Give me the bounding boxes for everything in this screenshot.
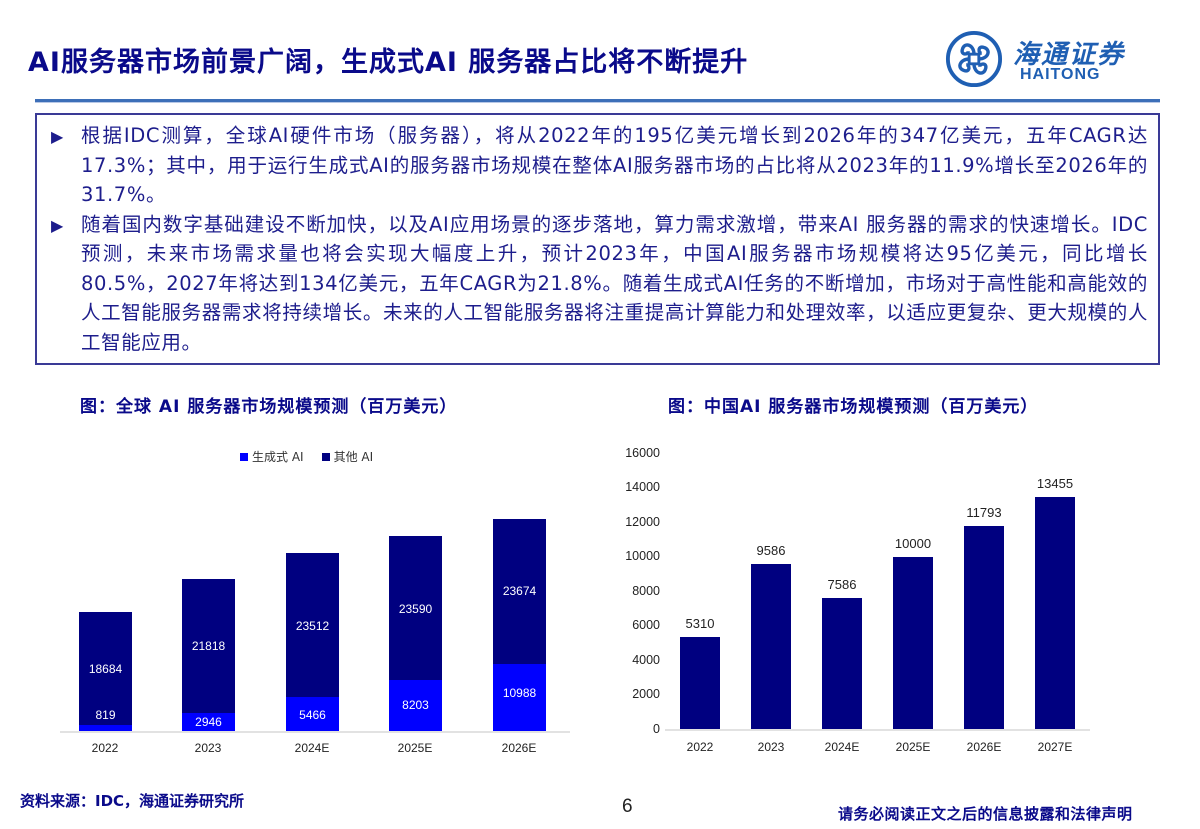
y-tick-label: 2000 xyxy=(632,687,660,701)
x-axis-line xyxy=(60,731,570,733)
value-label-other: 23674 xyxy=(502,584,537,598)
value-label-other: 23590 xyxy=(398,602,433,616)
y-tick-label: 8000 xyxy=(632,584,660,598)
bar-2022 xyxy=(680,637,720,729)
global-chart-title: 图：全球 AI 服务器市场规模预测（百万美元） xyxy=(80,397,458,417)
bar-2025E: 23590 8203 xyxy=(389,536,442,731)
x-tick-label: 2025E xyxy=(397,741,433,755)
value-label-gen: 819 xyxy=(95,708,116,722)
x-tick-label: 2024E xyxy=(294,741,330,755)
x-tick-label: 2026E xyxy=(966,740,1002,754)
bar-2022: 18684 819 xyxy=(79,612,132,731)
y-tick-label: 12000 xyxy=(625,515,660,529)
y-tick-label: 6000 xyxy=(632,618,660,632)
value-label-gen: 8203 xyxy=(402,698,429,712)
bar-segment-other-ai xyxy=(182,579,235,713)
legend-item-generative-ai: 生成式 AI xyxy=(240,448,304,465)
x-tick-label: 2024E xyxy=(824,740,860,754)
bar-segment-generative-ai xyxy=(286,697,339,731)
value-label-gen: 2946 xyxy=(195,715,222,729)
legend-label: 生成式 AI xyxy=(252,450,304,464)
value-label-gen: 10988 xyxy=(502,686,537,700)
y-tick-label: 10000 xyxy=(625,549,660,563)
header-divider-shadow xyxy=(35,102,1160,103)
bar-segment-generative-ai xyxy=(182,713,235,731)
china-chart-title: 图：中国AI 服务器市场规模预测（百万美元） xyxy=(668,397,1039,417)
summary-bullet: ▶ 根据IDC测算，全球AI硬件市场（服务器），将从2022年的195亿美元增长… xyxy=(51,121,1148,210)
page-title: AI服务器市场前景广阔，生成式AI 服务器占比将不断提升 xyxy=(28,47,749,78)
x-tick-label: 2023 xyxy=(757,740,785,754)
bar-segment-other-ai xyxy=(389,536,442,680)
y-tick-label: 14000 xyxy=(625,480,660,494)
header-divider xyxy=(35,99,1160,102)
y-tick-label: 16000 xyxy=(625,446,660,460)
value-label-other: 18684 xyxy=(88,662,123,676)
arrow-bullet-icon: ▶ xyxy=(51,215,64,235)
arrow-bullet-icon: ▶ xyxy=(51,127,64,146)
global-ai-server-chart: 18684 819 21818 2946 23512 5466 23590 82… xyxy=(60,460,580,760)
x-axis-line xyxy=(665,729,1090,731)
value-label-gen: 5466 xyxy=(299,708,326,722)
bar-2026E: 23674 10988 xyxy=(493,519,546,731)
legend-item-other-ai: 其他 AI xyxy=(321,448,374,465)
value-label: 5310 xyxy=(685,616,715,631)
x-tick-label: 2022 xyxy=(686,740,714,754)
value-label: 7586 xyxy=(827,577,857,592)
company-logo: 海通证券 HAITONG xyxy=(945,30,1165,90)
bar-segment-other-ai xyxy=(79,612,132,725)
bar-2026E xyxy=(964,526,1004,729)
legend-swatch-other-ai xyxy=(321,452,330,461)
bar-2024E: 23512 5466 xyxy=(286,553,339,731)
bullet-text: 根据IDC测算，全球AI硬件市场（服务器），将从2022年的195亿美元增长到2… xyxy=(81,124,1148,206)
china-ai-server-chart: 16000 14000 12000 10000 8000 6000 4000 2… xyxy=(600,440,1180,760)
bar-2025E xyxy=(893,557,933,729)
bar-2024E xyxy=(822,598,862,729)
bullet-text: 随着国内数字基础建设不断加快，以及AI应用场景的逐步落地，算力需求激增，带来AI… xyxy=(81,212,1148,354)
data-source: 资料来源：IDC，海通证券研究所 xyxy=(20,792,245,810)
legend-swatch-generative-ai xyxy=(240,452,248,461)
logo-text-cn: 海通证券 xyxy=(1013,40,1126,70)
value-label-other: 23512 xyxy=(295,619,330,633)
bar-segment-generative-ai xyxy=(79,725,132,731)
bar-2023 xyxy=(751,564,791,729)
haitong-logo-icon xyxy=(945,30,1003,88)
x-tick-label: 2026E xyxy=(501,741,537,755)
bar-segment-other-ai xyxy=(493,519,546,664)
value-label: 9586 xyxy=(756,543,786,558)
bar-segment-other-ai xyxy=(286,553,339,697)
x-tick-label: 2025E xyxy=(895,740,931,754)
value-label: 13455 xyxy=(1036,476,1074,491)
y-tick-label: 4000 xyxy=(632,653,660,667)
x-tick-label: 2027E xyxy=(1037,740,1073,754)
page-number: 6 xyxy=(622,796,633,817)
bar-2023: 21818 2946 xyxy=(182,579,235,731)
logo-text-en: HAITONG xyxy=(1020,66,1101,83)
x-tick-label: 2023 xyxy=(194,741,222,755)
bar-segment-generative-ai xyxy=(389,680,442,731)
y-tick-label: 0 xyxy=(653,722,660,736)
value-label: 11793 xyxy=(966,505,1002,520)
x-tick-label: 2022 xyxy=(91,741,119,755)
summary-box: ▶ 根据IDC测算，全球AI硬件市场（服务器），将从2022年的195亿美元增长… xyxy=(35,113,1160,365)
summary-bullet: ▶ 随着国内数字基础建设不断加快，以及AI应用场景的逐步落地，算力需求激增，带来… xyxy=(51,210,1148,358)
value-label: 10000 xyxy=(894,536,932,551)
global-chart-legend: 生成式 AI 其他 AI xyxy=(240,448,373,465)
legal-disclaimer: 请务必阅读正文之后的信息披露和法律声明 xyxy=(838,805,1133,823)
bar-segment-generative-ai xyxy=(493,664,546,731)
bar-2027E xyxy=(1035,497,1075,729)
legend-label: 其他 AI xyxy=(333,450,374,464)
value-label-other: 21818 xyxy=(191,639,226,653)
